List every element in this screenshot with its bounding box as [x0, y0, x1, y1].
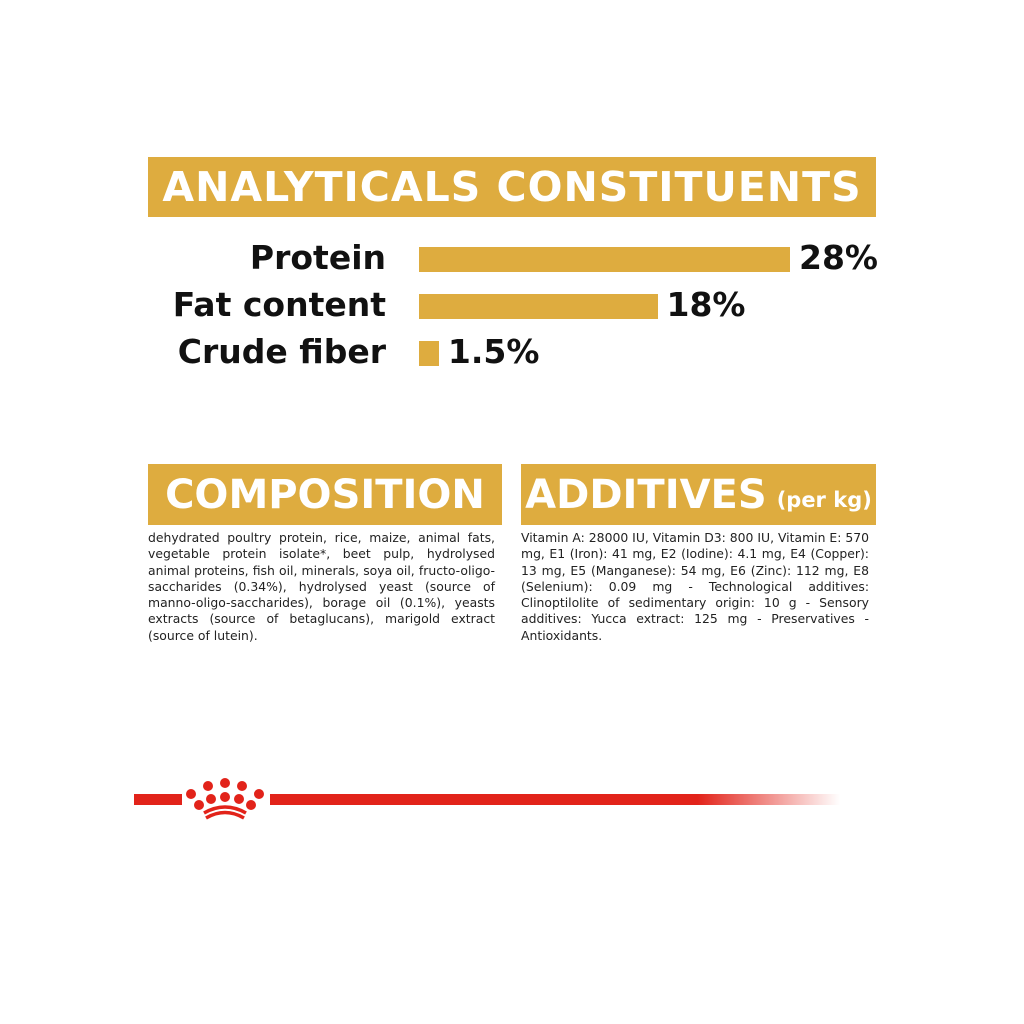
composition-title: COMPOSITION: [148, 464, 502, 525]
analyticals-title: ANALYTICALS CONSTITUENTS: [148, 157, 876, 217]
brand-line-right: [270, 794, 840, 805]
bar-label: Fat content: [172, 285, 386, 324]
additives-title: ADDITIVES (per kg): [521, 464, 876, 525]
bar-value-label: 1.5%: [447, 332, 540, 371]
additives-title-text: ADDITIVES: [525, 471, 767, 518]
bar-label: Crude fiber: [177, 332, 386, 371]
bar-value-label: 18%: [666, 285, 746, 324]
bar-label: Protein: [249, 238, 386, 277]
bar: [419, 247, 790, 272]
bar: [419, 341, 439, 366]
bar-value-label: 28%: [799, 238, 878, 277]
bar: [419, 294, 658, 319]
brand-line-left: [134, 794, 182, 805]
additives-text: Vitamin A: 28000 IU, Vitamin D3: 800 IU,…: [521, 530, 869, 643]
additives-subtitle: (per kg): [776, 487, 872, 512]
royal-canin-crown-icon: [186, 778, 264, 820]
composition-text: dehydrated poultry protein, rice, maize,…: [148, 530, 495, 643]
